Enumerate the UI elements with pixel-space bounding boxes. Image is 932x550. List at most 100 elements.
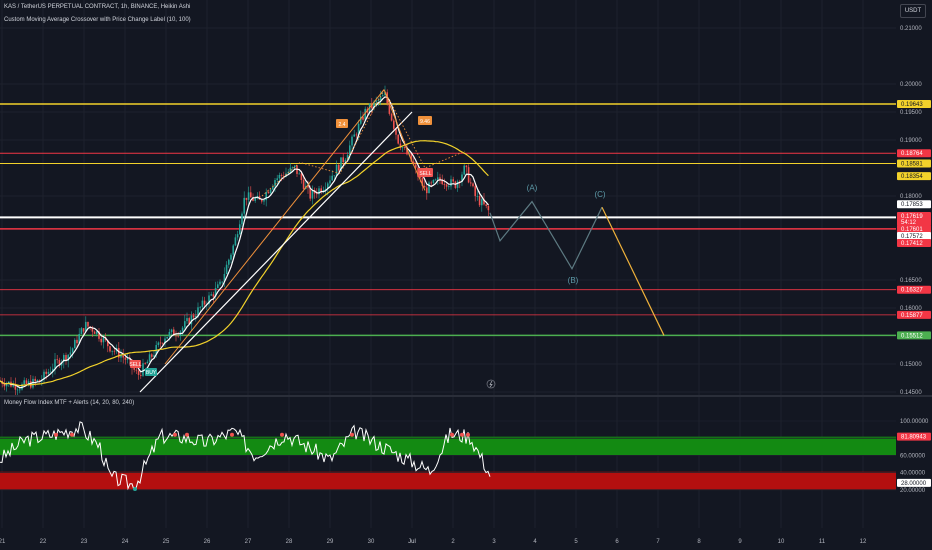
price-badge: 0.17572 [901,234,923,240]
candle-body [12,383,14,387]
time-tick-label: 5 [574,539,578,545]
candle-body [415,164,417,168]
candle-body [63,355,65,362]
candle-body [225,264,228,275]
candle-body [250,192,252,198]
candle-body [137,370,140,375]
candle-body [58,359,61,366]
candle-body [461,174,463,182]
candle-body [463,165,465,175]
candle-body [49,371,52,373]
candle-body [329,180,331,184]
price-chart-pane[interactable]: (A) (B) (C) 2.4 9.46 SELL SELL BUY [0,0,896,395]
candle-body [254,198,256,201]
candle-body [307,186,309,188]
candle-body [236,234,239,238]
candle-body [316,193,318,195]
candle-body [32,378,34,388]
harmonic-solid-line[interactable] [383,89,426,191]
candle-body [45,371,47,374]
candle-body [426,187,428,194]
candle-body [437,177,439,180]
sell-signal-label: SELL [419,171,431,177]
mfi-overbought-marker [185,432,189,437]
candle-body [404,147,406,149]
price-badge: 0.16327 [901,288,923,294]
candle-body [217,284,219,288]
price-axis[interactable]: 0.21000 0.20000 0.19500 0.19000 0.18000 0.165… [896,0,932,530]
indicator-legend[interactable]: Custom Moving Average Crossover with Pri… [4,17,191,23]
time-axis-scale[interactable]: 21 22 23 24 25 26 27 28 29 30 Jul 2 3 4 5 6 7 8 9 10 11 12 [0,530,896,550]
mfi-upper-zone [0,436,896,456]
mfi-tick-label: 20.00000 [900,488,926,494]
time-tick-label: Jul [408,539,416,545]
price-tick-label: 0.19000 [900,138,922,144]
candle-body [247,192,250,200]
price-chart[interactable]: (A) (B) (C) 2.4 9.46 SELL SELL BUY [0,0,896,395]
sell-signal-small-bg [130,360,141,368]
mfi-value-badge: 81.80943 [901,435,927,441]
candle-body [210,294,212,296]
candle-body [470,182,472,184]
mfi-pane[interactable] [0,397,896,528]
time-tick-label: 23 [81,539,88,545]
price-tick-label: 0.15000 [900,362,922,368]
time-tick-label: 4 [533,539,537,545]
candle-body [276,178,278,181]
candle-body [243,197,245,214]
time-tick-label: 26 [204,539,211,545]
mfi-overbought-marker [173,432,177,437]
candle-body [269,189,272,194]
projection-target-line[interactable] [601,206,665,336]
candle-body [140,374,142,376]
candle-body [443,184,446,185]
price-badge: 0.18764 [901,151,923,157]
candle-body [327,183,329,189]
price-axis-scale[interactable]: 0.21000 0.20000 0.19500 0.19000 0.18000 0.165… [896,0,932,530]
time-tick-label: 21 [0,539,6,545]
candle-body [14,383,17,390]
candle-body [199,306,201,308]
time-tick-label: 6 [615,539,619,545]
candle-body [67,354,69,361]
candle-body [126,358,129,360]
candle-body [294,165,296,168]
harmonic-dotted-line[interactable] [261,88,466,197]
candle-body [133,368,135,370]
pattern-label-right: 9.46 [420,119,430,125]
mfi-overbought-marker [280,432,284,437]
candle-body [146,361,149,364]
trend-line-white[interactable] [139,111,413,393]
candle-body [69,352,72,355]
pane-separator[interactable] [0,395,932,397]
candle-body [25,380,28,385]
mfi-tick-label: 100.00000 [900,419,929,425]
candle-body [412,161,415,165]
trend-line-orange[interactable] [164,89,385,365]
candle-body [377,100,380,101]
candle-body [349,145,351,156]
candle-body [109,346,111,352]
ma-slow-line[interactable] [0,140,489,387]
mfi-chart[interactable] [0,397,896,528]
candle-body [34,378,36,382]
time-axis[interactable]: 21 22 23 24 25 26 27 28 29 30 Jul 2 3 4 5 6 7 8 9 10 11 12 [0,530,896,550]
ma-fast-line[interactable] [0,96,489,389]
candle-body [223,274,226,282]
candle-body [234,237,237,246]
candle-body [373,101,375,109]
candle-body [153,355,155,357]
lightning-icon[interactable] [486,379,496,389]
price-badge: 0.17412 [901,241,923,247]
price-badge-bg [897,159,931,168]
candle-body [360,116,362,124]
candle-body [485,204,487,206]
currency-button[interactable]: USDT [900,4,926,18]
candle-body [239,224,241,235]
projection-path[interactable] [489,200,603,271]
candle-body [340,157,342,171]
symbol-legend[interactable]: KAS / TetherUS PERPETUAL CONTRACT, 1h, B… [4,4,191,10]
mfi-legend[interactable]: Money Flow Index MTF + Alerts (14, 20, 8… [4,400,135,406]
candle-body [74,339,76,349]
mfi-line[interactable] [0,421,491,491]
